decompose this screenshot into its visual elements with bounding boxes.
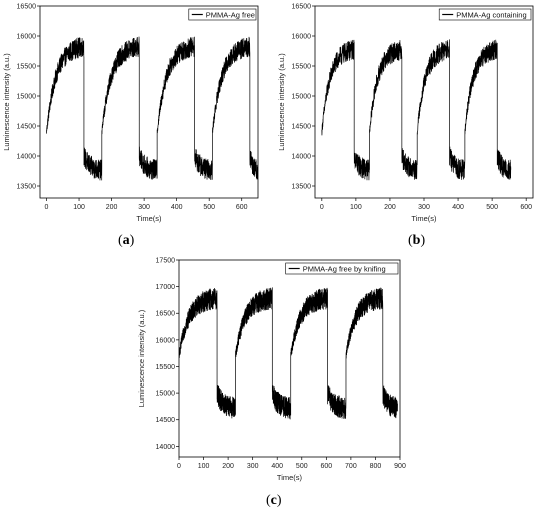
panel-c: 0 100 200 300 400 500 600 700 800 900 14000 14500 15… [135,252,415,492]
x-tick-label: 900 [394,463,406,470]
caption-a: (a) [118,233,135,248]
plot-frame [39,5,259,199]
y-tick-label: 16000 [292,33,312,40]
x-tick-label: 100 [73,204,85,211]
x-tick-label: 600 [236,204,248,211]
y-tick-label: 15500 [17,63,37,70]
y-tick-label: 17000 [156,284,176,291]
y-tick-label: 14000 [156,444,176,451]
series-line [321,39,512,181]
y-tick-label: 15500 [156,364,176,371]
x-tick-label: 600 [320,463,332,470]
panel-a: 0 100 200 300 400 500 600 13500 14000 14500 15000 1… [0,0,275,235]
legend-box [438,8,532,21]
x-tick-label: 400 [171,204,183,211]
y-axis-title: Luminescence intensity (a.u.) [137,309,146,407]
y-tick-label: 16500 [292,3,312,10]
y-tick-label: 13500 [292,183,312,190]
plot-frame [178,259,401,458]
caption-c: (c) [266,493,282,508]
x-tick-label: 400 [271,463,283,470]
caption-letter-c: c [270,493,277,508]
y-tick-label: 17500 [156,257,176,264]
y-tick-label: 14500 [292,123,312,130]
x-tick-label: 500 [296,463,308,470]
y-tick-label: 14500 [156,417,176,424]
legend-label: PMMA-Ag free by knifing [303,264,386,273]
y-tick-label: 16500 [156,311,176,318]
caption-letter-b: b [412,233,421,248]
y-tick-label: 15500 [292,63,312,70]
y-tick-label: 15000 [156,391,176,398]
x-tick-label: 300 [138,204,150,211]
x-tick-label: 0 [177,463,181,470]
x-tick-label: 200 [384,204,396,211]
y-tick-label: 14000 [292,153,312,160]
x-tick-label: 100 [198,463,210,470]
x-tick-label: 500 [203,204,215,211]
x-tick-label: 100 [350,204,362,211]
y-tick-label: 15000 [292,93,312,100]
x-axis-title: Time(s) [277,473,303,482]
x-tick-label: 800 [370,463,382,470]
x-tick-label: 700 [345,463,357,470]
y-axis-title: Luminescence intensity (a.u.) [2,53,11,151]
y-axis-title: Luminescence intensity (a.u.) [277,53,286,151]
chart-b: 0 100 200 300 400 500 600 13500 14000 14500 15000 1… [277,3,534,223]
x-tick-label: 400 [452,204,464,211]
y-tick-label: 13500 [17,183,37,190]
y-tick-label: 15000 [17,93,37,100]
chart-a: 0 100 200 300 400 500 600 13500 14000 14500 15000 1… [2,3,259,223]
caption-letter-a: a [122,233,130,248]
x-tick-label: 500 [486,204,498,211]
chart-c: 0 100 200 300 400 500 600 700 800 900 14000 14500 15… [137,257,406,482]
y-tick-label: 16000 [156,337,176,344]
x-tick-label: 300 [418,204,430,211]
legend-box [285,262,399,275]
panel-b: 0 100 200 300 400 500 600 13500 14000 14500 15000 1… [275,0,550,235]
legend-box [188,8,257,21]
legend-label: PMMA-Ag free [206,10,255,19]
y-tick-label: 16000 [17,33,37,40]
series-line [179,287,398,420]
x-tick-label: 300 [247,463,259,470]
x-tick-label: 200 [106,204,118,211]
legend-label: PMMA-Ag containing [456,10,526,19]
x-tick-label: 0 [320,204,324,211]
series-line [46,36,258,181]
x-tick-label: 0 [45,204,49,211]
x-axis-title: Time(s) [136,214,162,223]
y-tick-label: 16500 [17,3,37,10]
y-tick-label: 14500 [17,123,37,130]
caption-b: (b) [408,233,426,248]
x-axis-title: Time(s) [411,214,437,223]
y-tick-label: 14000 [17,153,37,160]
x-tick-label: 200 [222,463,234,470]
x-tick-label: 600 [520,204,532,211]
